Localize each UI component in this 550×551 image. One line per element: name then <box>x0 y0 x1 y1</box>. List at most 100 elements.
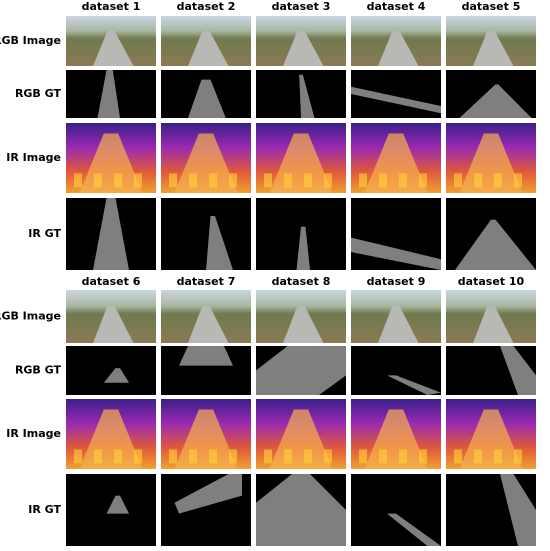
column-header: dataset 4 <box>367 0 426 13</box>
mask-region <box>387 513 441 546</box>
row-label: RGB Image <box>0 310 61 323</box>
rgb-image <box>351 290 441 343</box>
stripe <box>474 173 482 188</box>
stripe <box>304 449 312 464</box>
runway <box>188 305 229 343</box>
mask-region <box>455 219 536 270</box>
row-label: RGB Image <box>0 34 61 47</box>
column-header: dataset 8 <box>272 275 331 288</box>
mask-region <box>459 84 532 118</box>
ir-image <box>161 123 251 193</box>
mask-bg <box>351 346 441 395</box>
mask-region <box>351 86 441 114</box>
ir-image <box>446 123 536 193</box>
ir-image <box>66 123 156 193</box>
stripe <box>419 173 427 188</box>
mask-region <box>299 74 315 118</box>
ir-mask <box>446 474 536 546</box>
stripe <box>169 173 177 188</box>
rgb-image <box>351 16 441 66</box>
stripe <box>514 449 522 464</box>
stripe <box>494 449 502 464</box>
stripe <box>379 173 387 188</box>
stripe <box>74 173 82 188</box>
rgb-image <box>256 290 346 343</box>
column-header: dataset 10 <box>458 275 525 288</box>
mask-bg <box>351 474 441 546</box>
stripe <box>324 449 332 464</box>
mask-region <box>296 226 310 270</box>
mask-bg <box>161 198 251 270</box>
row-label: IR GT <box>28 503 61 516</box>
stripe <box>74 449 82 464</box>
mask-region <box>106 495 129 514</box>
ir-mask <box>351 474 441 546</box>
column-header: dataset 3 <box>272 0 331 13</box>
stripe <box>514 173 522 188</box>
runway <box>93 31 134 66</box>
rgb-mask <box>161 346 251 395</box>
stripe <box>454 173 462 188</box>
mask-region <box>93 198 129 270</box>
mask-region <box>500 474 536 546</box>
ir-mask <box>256 474 346 546</box>
mask-region <box>500 346 536 395</box>
stripe <box>324 173 332 188</box>
ir-image <box>351 399 441 469</box>
column-header: dataset 5 <box>462 0 521 13</box>
ir-mask <box>161 474 251 546</box>
rgb-image <box>161 290 251 343</box>
ir-mask <box>256 198 346 270</box>
rgb-mask <box>256 70 346 118</box>
mask-region <box>97 70 120 118</box>
mask-region <box>256 474 346 546</box>
rgb-mask <box>351 70 441 118</box>
column-header: dataset 9 <box>367 275 426 288</box>
row-label: IR Image <box>6 427 61 440</box>
stripe <box>399 173 407 188</box>
stripe <box>229 173 237 188</box>
stripe <box>264 173 272 188</box>
mask-region <box>351 237 441 270</box>
runway <box>188 31 229 66</box>
mask-bg <box>66 346 156 395</box>
row-label: IR Image <box>6 151 61 164</box>
mask-region <box>387 375 441 395</box>
stripe <box>284 173 292 188</box>
ir-image <box>66 399 156 469</box>
stripe <box>399 449 407 464</box>
stripe <box>134 173 142 188</box>
mask-region <box>206 216 233 270</box>
stripe <box>379 449 387 464</box>
stripe <box>134 449 142 464</box>
rgb-image <box>446 16 536 66</box>
stripe <box>359 173 367 188</box>
stripe <box>359 449 367 464</box>
mask-region <box>188 79 226 118</box>
stripe <box>454 449 462 464</box>
ir-image <box>351 123 441 193</box>
ir-image <box>446 399 536 469</box>
column-header: dataset 6 <box>82 275 141 288</box>
rgb-mask <box>446 70 536 118</box>
runway <box>473 31 514 66</box>
row-label: IR GT <box>28 227 61 240</box>
stripe <box>94 173 102 188</box>
stripe <box>494 173 502 188</box>
stripe <box>209 449 217 464</box>
runway <box>378 305 419 343</box>
ir-image <box>161 399 251 469</box>
column-header: dataset 7 <box>177 275 236 288</box>
ir-image <box>256 399 346 469</box>
stripe <box>264 449 272 464</box>
column-header: dataset 1 <box>82 0 141 13</box>
runway <box>93 305 134 343</box>
runway <box>283 305 324 343</box>
rgb-image <box>446 290 536 343</box>
rgb-image <box>66 16 156 66</box>
rgb-image <box>161 16 251 66</box>
rgb-mask <box>256 346 346 395</box>
runway <box>378 31 419 66</box>
column-header: dataset 2 <box>177 0 236 13</box>
